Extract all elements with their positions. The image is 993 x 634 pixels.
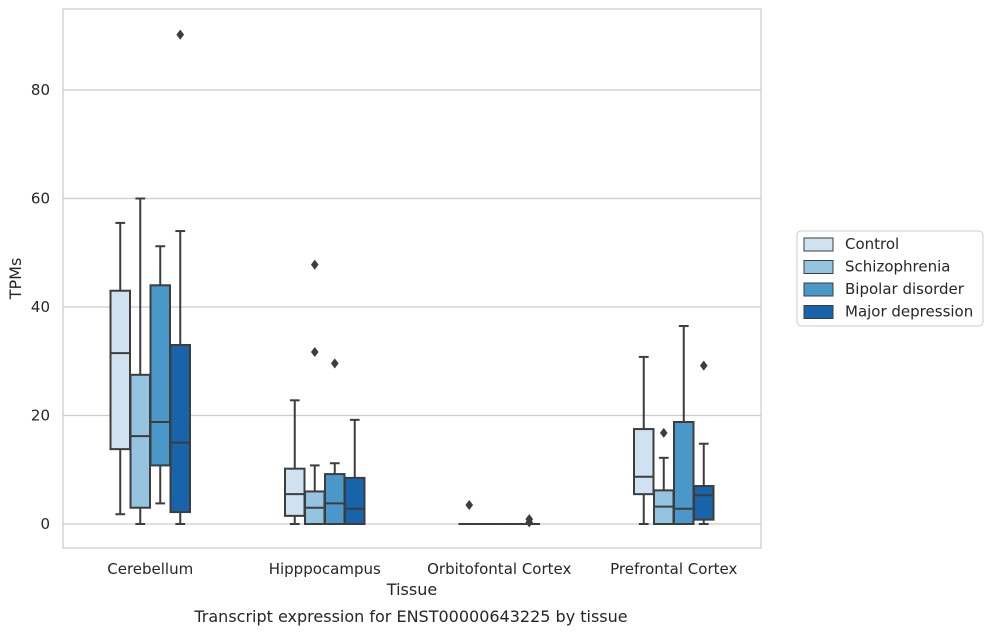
box-control (633, 355, 655, 525)
legend: Control Schizophrenia Bipolar disorder Majo… (796, 230, 984, 327)
legend-label: Control (845, 235, 899, 253)
box-schizophrenia (304, 259, 326, 526)
box-major-depression (693, 360, 715, 525)
outlier-point (465, 499, 474, 511)
legend-swatch (803, 282, 834, 297)
x-tick-label: Hipppocampus (269, 560, 381, 578)
box-schizophrenia (129, 197, 151, 525)
legend-label: Schizophrenia (845, 258, 950, 276)
box-major-depression (169, 29, 191, 525)
x-axis-label: Tissue (386, 580, 437, 599)
y-axis-label: TPMs (6, 258, 25, 301)
plot-area-frame (62, 8, 762, 549)
legend-swatch (803, 237, 834, 252)
box-bipolar-disorder (673, 324, 695, 526)
box-iqr (284, 467, 306, 517)
box-iqr (324, 473, 346, 525)
outlier-point (330, 358, 339, 369)
box-major-depression (518, 514, 540, 528)
box-control (109, 221, 131, 516)
y-axis-ticks: 0 20 40 60 80 (31, 81, 50, 533)
box-control (284, 399, 306, 525)
x-tick-label: Prefrontal Cortex (610, 560, 737, 578)
outlier-point (659, 427, 668, 438)
box-plot-series (109, 29, 715, 528)
box-iqr (673, 421, 695, 526)
outlier-point (699, 360, 708, 371)
y-tick-label: 60 (31, 190, 50, 208)
box-control (458, 499, 480, 526)
box-iqr (129, 373, 151, 509)
box-bipolar-disorder (149, 245, 171, 505)
outlier-point (176, 29, 185, 40)
box-iqr (344, 476, 366, 526)
y-tick-label: 80 (31, 81, 50, 99)
box-iqr (109, 289, 131, 451)
box-major-depression (344, 418, 366, 526)
x-axis-ticks: Cerebellum Hipppocampus Orbitofontal Corte… (107, 560, 737, 578)
legend-label: Major depression (845, 303, 973, 321)
y-tick-label: 20 (31, 407, 50, 425)
box-iqr (693, 485, 715, 521)
legend-swatch (803, 260, 834, 274)
x-tick-label: Cerebellum (107, 560, 193, 578)
y-tick-label: 40 (31, 298, 50, 316)
outlier-point (310, 259, 319, 270)
x-tick-label: Orbitofontal Cortex (427, 560, 571, 578)
legend-frame (796, 230, 984, 327)
box-schizophrenia (653, 427, 675, 525)
chart-title: Transcript expression for ENST0000064322… (193, 607, 627, 626)
legend-label: Bipolar disorder (845, 280, 965, 298)
box-bipolar-disorder (324, 358, 346, 525)
box-iqr (149, 284, 171, 467)
y-tick-label: 0 (40, 515, 50, 533)
legend-swatch (803, 305, 834, 319)
outlier-point (310, 347, 319, 358)
outlier-point (525, 514, 534, 525)
box-iqr (169, 343, 191, 514)
box-iqr (633, 428, 655, 496)
